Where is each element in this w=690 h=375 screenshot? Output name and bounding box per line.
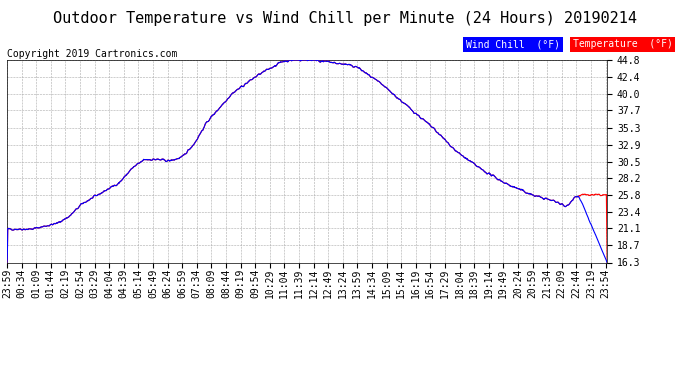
Text: Temperature  (°F): Temperature (°F) bbox=[573, 39, 673, 50]
Text: Outdoor Temperature vs Wind Chill per Minute (24 Hours) 20190214: Outdoor Temperature vs Wind Chill per Mi… bbox=[53, 11, 637, 26]
Text: Copyright 2019 Cartronics.com: Copyright 2019 Cartronics.com bbox=[7, 49, 177, 59]
Text: Wind Chill  (°F): Wind Chill (°F) bbox=[466, 39, 560, 50]
